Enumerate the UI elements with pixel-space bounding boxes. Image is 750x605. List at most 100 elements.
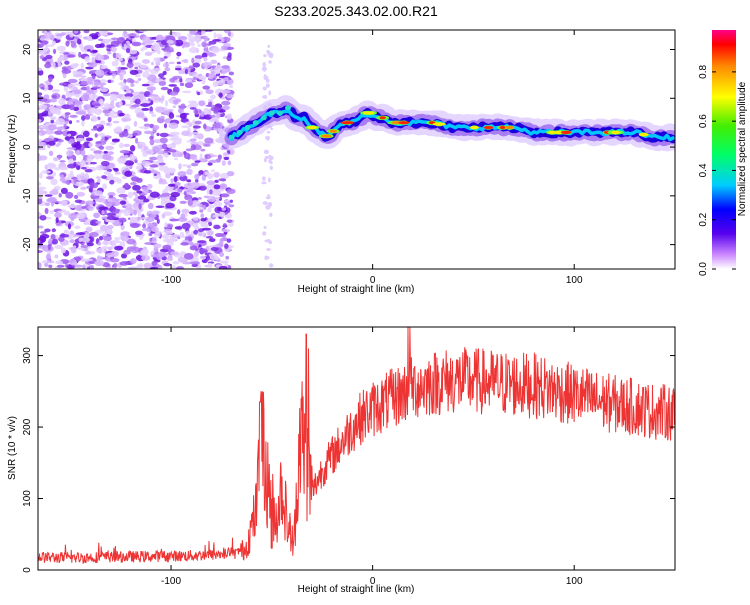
noise-speckle — [151, 210, 161, 215]
noise-speckle — [197, 197, 202, 200]
noise-speckle — [59, 233, 70, 238]
noise-speckle — [183, 188, 187, 192]
noise-speckle — [45, 176, 54, 180]
noise-speckle — [54, 245, 64, 250]
noise-speckle — [210, 53, 217, 57]
spectrogram-ridge — [219, 95, 675, 152]
noise-speckle — [198, 109, 202, 114]
spectrogram-y-tick-label: 20 — [22, 44, 33, 56]
noise-speckle — [110, 114, 119, 119]
noise-speckle — [97, 33, 102, 37]
noise-speckle — [109, 179, 115, 185]
noise-speckle — [81, 166, 87, 170]
noise-speckle — [96, 127, 103, 132]
noise-speckle — [114, 237, 121, 241]
noise-speckle — [221, 160, 226, 167]
noise-speckle — [187, 100, 198, 104]
ridge-hotspot — [483, 125, 494, 130]
noise-speckle — [122, 205, 126, 209]
noise-speckle — [262, 86, 267, 91]
noise-speckle — [169, 237, 176, 243]
noise-speckle — [213, 188, 222, 195]
spectrogram-noise — [38, 30, 274, 269]
noise-speckle — [172, 261, 180, 265]
noise-speckle — [61, 68, 72, 74]
colorbar-tick-label: 0.0 — [698, 262, 709, 276]
noise-speckle — [183, 152, 191, 160]
noise-speckle — [226, 55, 232, 62]
noise-speckle — [76, 38, 82, 45]
spectrogram-y-tick-label: 10 — [22, 92, 33, 104]
noise-speckle — [97, 132, 106, 137]
noise-speckle — [67, 133, 72, 137]
noise-speckle — [187, 104, 194, 108]
noise-speckle — [266, 135, 270, 141]
noise-speckle — [184, 68, 188, 75]
noise-speckle — [207, 160, 218, 163]
noise-speckle — [226, 170, 235, 177]
noise-speckle — [51, 89, 60, 93]
noise-speckle — [70, 41, 77, 48]
noise-speckle — [116, 93, 123, 99]
noise-speckle — [158, 162, 166, 166]
noise-speckle — [92, 86, 101, 89]
noise-speckle — [110, 240, 121, 244]
noise-speckle — [38, 198, 43, 205]
noise-speckle — [130, 83, 135, 87]
noise-speckle — [168, 112, 175, 119]
noise-speckle — [50, 233, 56, 240]
noise-speckle — [126, 62, 134, 68]
noise-speckle — [127, 191, 133, 199]
noise-speckle — [158, 73, 165, 78]
noise-speckle — [119, 200, 127, 205]
noise-speckle — [73, 89, 82, 94]
noise-speckle — [139, 235, 144, 240]
noise-speckle — [149, 191, 160, 198]
noise-speckle — [171, 265, 177, 269]
noise-speckle — [66, 149, 74, 157]
noise-speckle — [188, 47, 199, 54]
noise-speckle — [221, 100, 231, 106]
noise-speckle — [103, 235, 112, 242]
noise-speckle — [69, 104, 75, 111]
noise-speckle — [121, 176, 128, 179]
noise-speckle — [216, 33, 223, 38]
noise-speckle — [268, 90, 272, 96]
snr-x-tick-label: -100 — [161, 576, 181, 587]
spectrogram-y-tick-label: -20 — [22, 237, 33, 252]
noise-speckle — [202, 61, 212, 69]
noise-speckle — [268, 60, 272, 64]
noise-speckle — [74, 225, 81, 230]
noise-speckle — [189, 261, 200, 265]
noise-speckle — [60, 32, 66, 36]
noise-speckle — [158, 165, 169, 172]
noise-speckle — [210, 106, 221, 112]
noise-speckle — [100, 88, 109, 93]
noise-speckle — [189, 242, 195, 246]
noise-speckle — [214, 179, 219, 183]
noise-speckle — [163, 123, 168, 129]
noise-speckle — [68, 158, 75, 165]
noise-speckle — [48, 238, 53, 244]
noise-speckle — [107, 246, 113, 251]
noise-speckle — [217, 154, 222, 161]
noise-speckle — [196, 91, 201, 96]
noise-speckle — [136, 264, 143, 269]
noise-speckle — [86, 242, 94, 247]
noise-speckle — [85, 252, 92, 255]
noise-speckle — [162, 244, 172, 251]
noise-speckle — [45, 57, 54, 63]
noise-speckle — [143, 117, 148, 122]
noise-speckle — [80, 94, 89, 101]
noise-speckle — [149, 88, 153, 95]
noise-speckle — [85, 200, 95, 205]
noise-speckle — [115, 53, 122, 59]
noise-speckle — [39, 214, 47, 221]
noise-speckle — [63, 56, 68, 61]
noise-speckle — [166, 39, 175, 44]
noise-speckle — [161, 95, 165, 101]
noise-speckle — [198, 220, 206, 225]
noise-speckle — [143, 130, 153, 135]
noise-speckle — [169, 91, 179, 96]
noise-speckle — [157, 264, 163, 269]
